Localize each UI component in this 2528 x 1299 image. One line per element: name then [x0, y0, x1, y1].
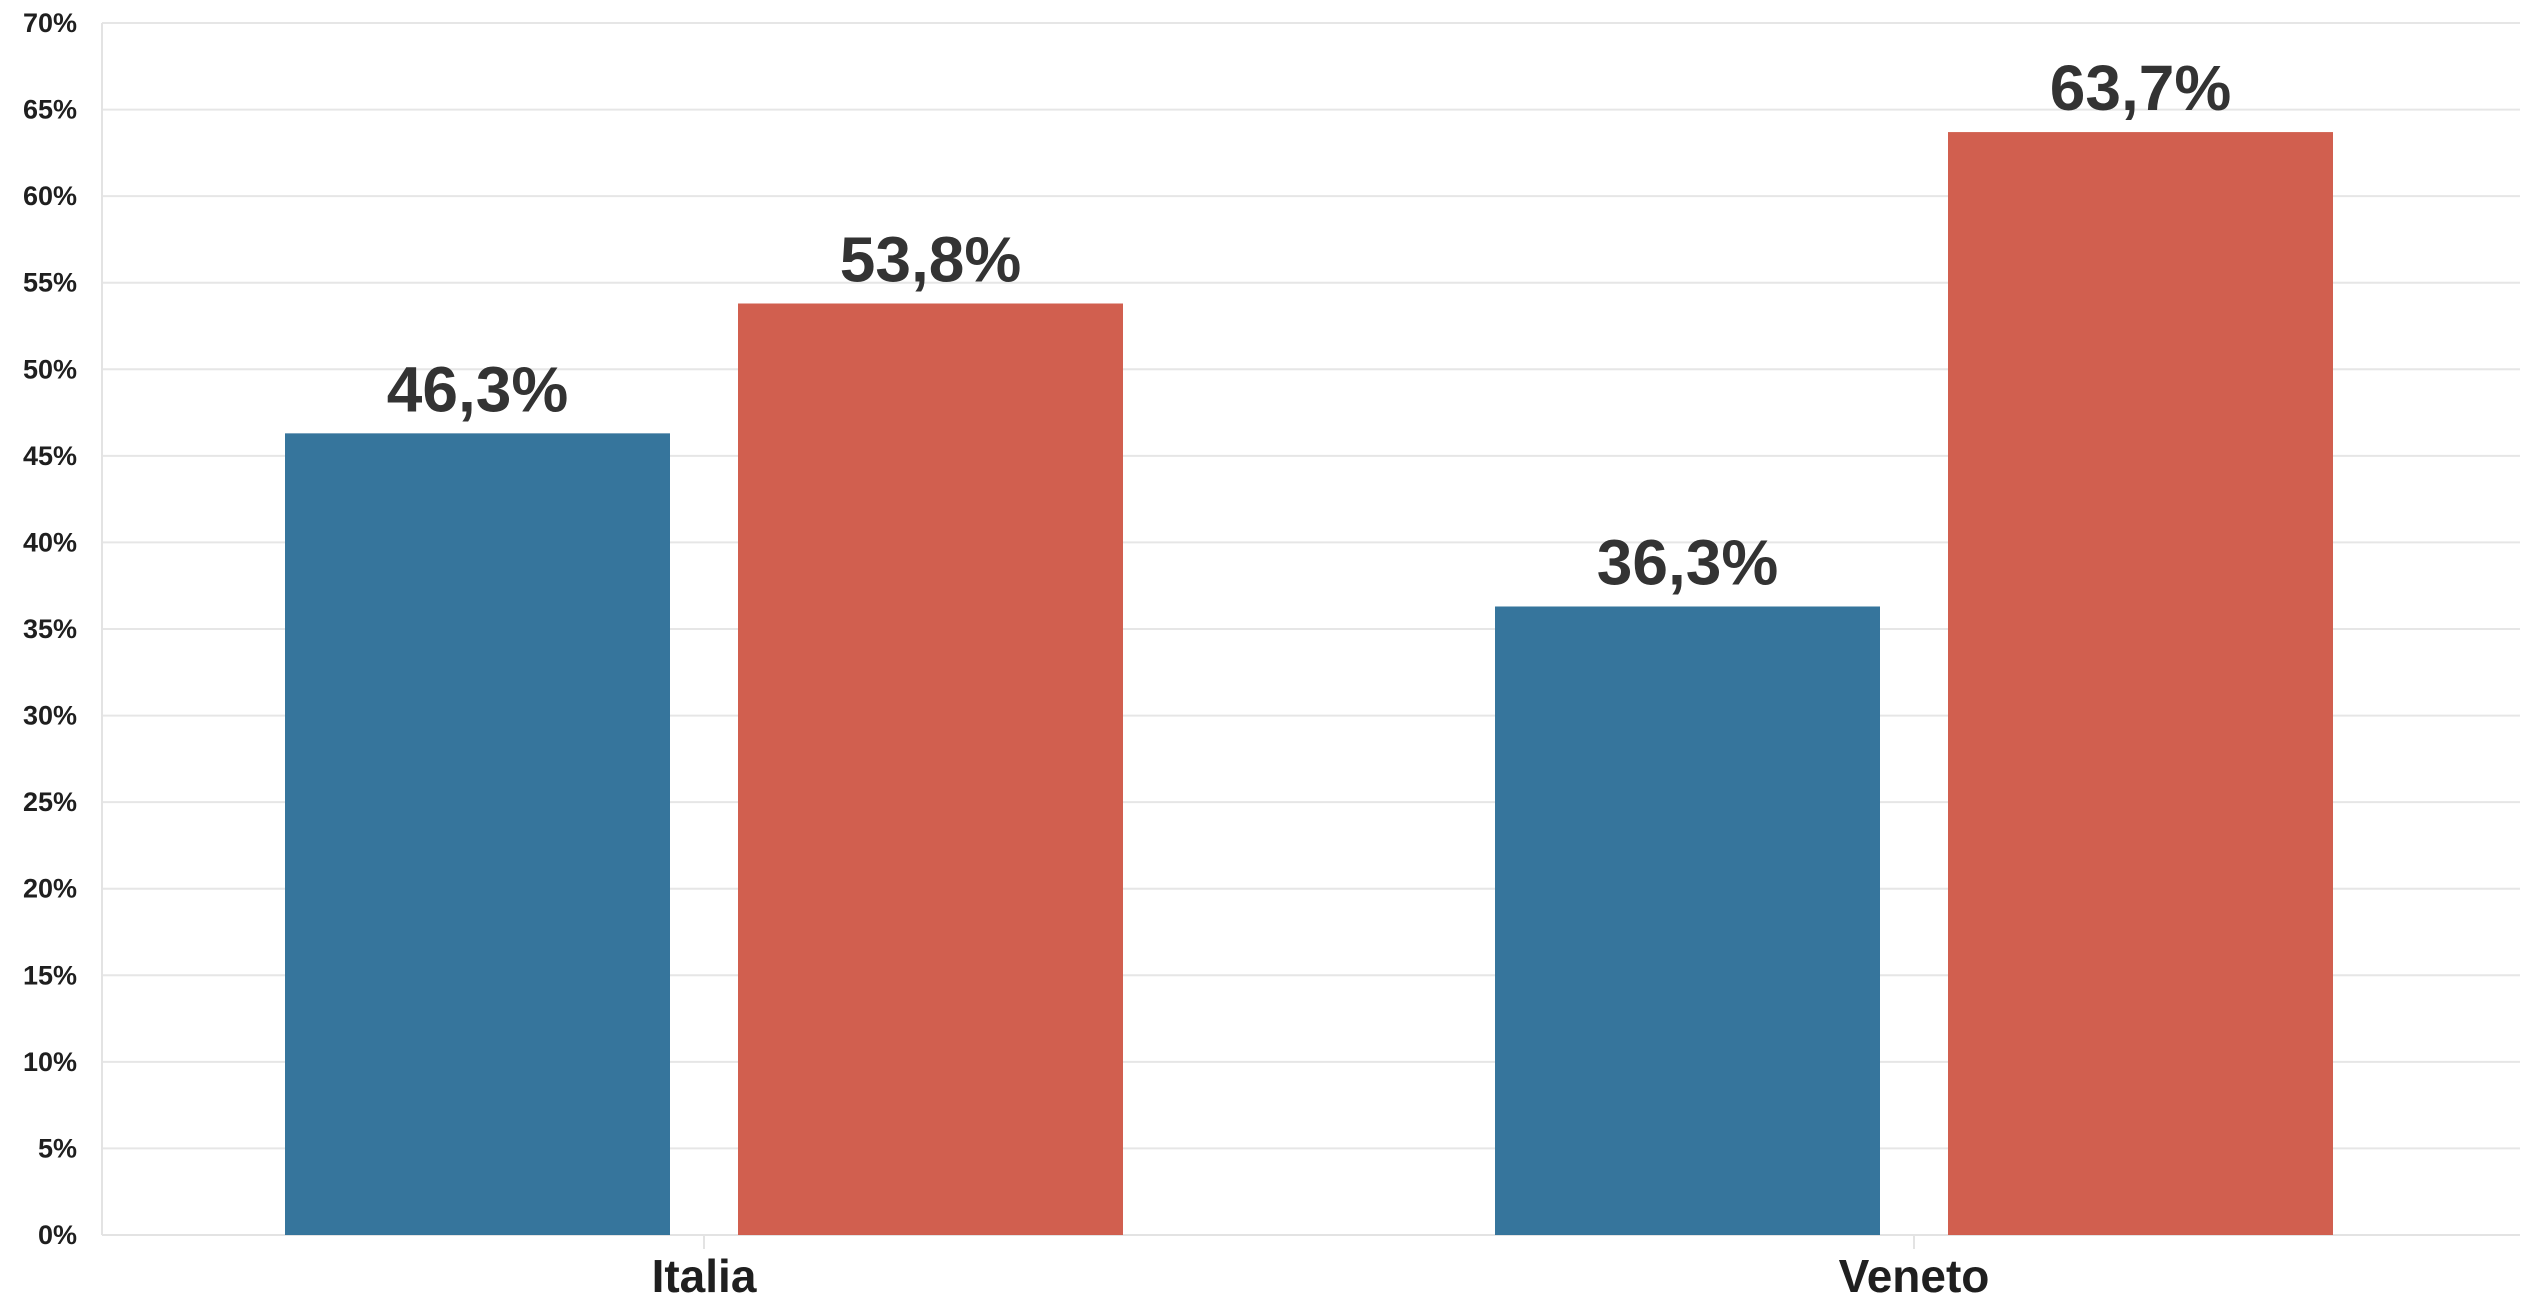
data-label: 53,8% [840, 223, 1021, 295]
data-label: 36,3% [1597, 526, 1778, 598]
y-tick-label: 40% [23, 527, 77, 557]
x-category-label: Italia [652, 1250, 757, 1299]
y-tick-label: 45% [23, 441, 77, 471]
bar-italia-1 [285, 433, 670, 1235]
data-label: 46,3% [387, 353, 568, 425]
y-tick-label: 20% [23, 874, 77, 904]
data-label: 63,7% [2050, 52, 2231, 124]
y-tick-label: 55% [23, 268, 77, 298]
y-tick-label: 35% [23, 614, 77, 644]
y-tick-label: 60% [23, 181, 77, 211]
y-tick-label: 50% [23, 354, 77, 384]
bar-veneto-1 [1495, 606, 1880, 1235]
y-tick-label: 65% [23, 95, 77, 125]
y-tick-label: 0% [38, 1220, 77, 1250]
y-tick-label: 10% [23, 1047, 77, 1077]
y-tick-label: 70% [23, 8, 77, 38]
x-category-label: Veneto [1839, 1250, 1990, 1299]
y-tick-label: 30% [23, 701, 77, 731]
bar-veneto-2 [1948, 132, 2333, 1236]
x-axis-category-labels: Italia Veneto [652, 1250, 1990, 1299]
y-axis-tick-labels: 0% 5% 10% 15% 20% 25% 30% 35% 40% 45% 50% 55% 60% 65%… [23, 8, 77, 1250]
bar-italia-2 [738, 303, 1123, 1235]
data-labels: 46,3% 53,8% 36,3% 63,7% [387, 52, 2231, 598]
bars [285, 132, 2333, 1236]
y-tick-label: 25% [23, 787, 77, 817]
y-tick-label: 15% [23, 960, 77, 990]
y-tick-label: 5% [38, 1133, 77, 1163]
